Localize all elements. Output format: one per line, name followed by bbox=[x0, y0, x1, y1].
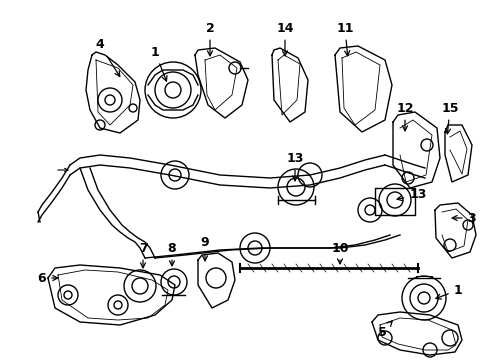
Text: 12: 12 bbox=[395, 102, 413, 131]
Text: 4: 4 bbox=[96, 39, 120, 76]
Text: 5: 5 bbox=[377, 321, 391, 338]
Text: 9: 9 bbox=[200, 235, 209, 261]
Text: 13: 13 bbox=[286, 152, 303, 181]
Text: 11: 11 bbox=[336, 22, 353, 56]
Text: 7: 7 bbox=[138, 242, 147, 268]
Text: 13: 13 bbox=[396, 189, 426, 202]
Text: 1: 1 bbox=[150, 45, 166, 81]
Text: 6: 6 bbox=[38, 271, 58, 284]
Text: 8: 8 bbox=[167, 242, 176, 266]
Text: 1: 1 bbox=[435, 284, 462, 299]
Text: 3: 3 bbox=[451, 211, 475, 225]
Text: 10: 10 bbox=[330, 242, 348, 264]
Text: 14: 14 bbox=[276, 22, 293, 56]
Text: 2: 2 bbox=[205, 22, 214, 56]
Text: 15: 15 bbox=[440, 102, 458, 134]
